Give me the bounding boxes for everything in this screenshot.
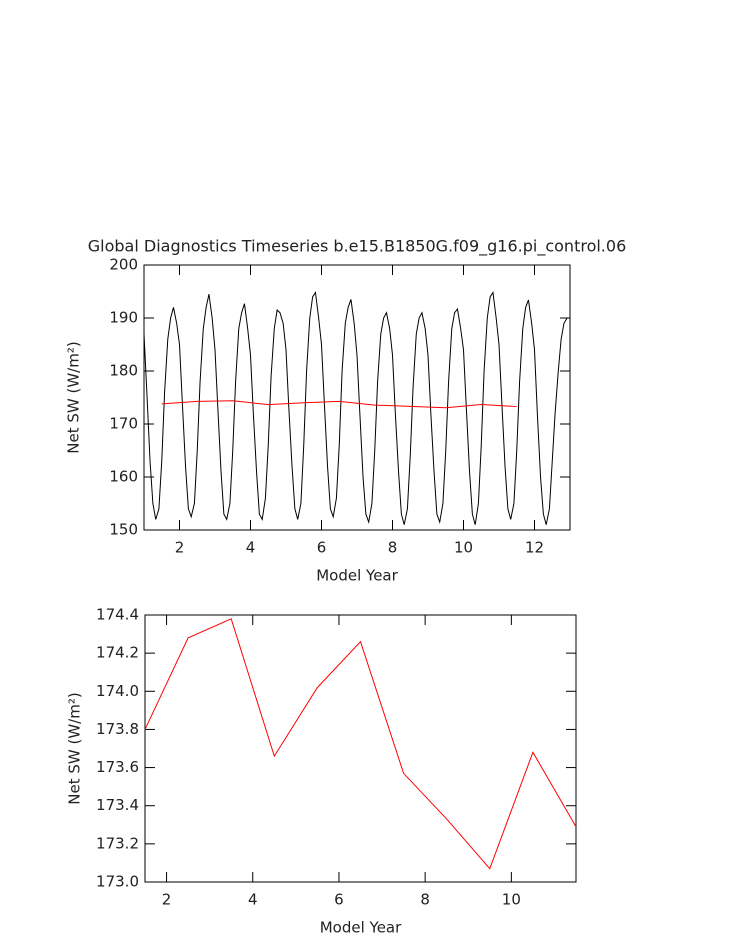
y-tick-label: 173.6 [96, 758, 139, 776]
chart-title: Global Diagnostics Timeseries b.e15.B185… [88, 237, 627, 257]
y-tick-label: 190 [109, 309, 138, 327]
plot-frame [143, 264, 571, 531]
x-axis-label: Model Year [316, 567, 398, 585]
x-tick-label: 2 [162, 891, 172, 909]
x-tick-label: 6 [317, 539, 327, 557]
series-line [144, 618, 577, 870]
y-tick-label: 173.4 [96, 796, 139, 814]
y-tick-label: 160 [109, 468, 138, 486]
x-tick-label: 10 [454, 539, 473, 557]
x-tick-label: 4 [248, 891, 258, 909]
x-tick-label: 12 [525, 539, 544, 557]
x-tick-label: 8 [388, 539, 398, 557]
y-tick-label: 174.0 [96, 682, 139, 700]
series-line [143, 291, 568, 525]
y-tick-label: 174.4 [96, 606, 139, 624]
x-tick-label: 10 [502, 891, 521, 909]
y-tick-label: 173.2 [96, 834, 139, 852]
x-tick-label: 2 [175, 539, 185, 557]
y-tick-label: 180 [109, 362, 138, 380]
y-tick-label: 200 [109, 256, 138, 274]
plot-frame [144, 614, 577, 883]
x-tick-label: 8 [420, 891, 430, 909]
x-axis-label: Model Year [320, 919, 402, 937]
series-line [161, 400, 517, 409]
y-tick-label: 173.8 [96, 720, 139, 738]
y-tick-label: 170 [109, 415, 138, 433]
x-tick-label: 4 [246, 539, 256, 557]
y-tick-label: 174.2 [96, 644, 139, 662]
y-axis-label: Net SW (W/m²) [65, 341, 83, 453]
y-tick-label: 173.0 [96, 873, 139, 891]
y-axis-label: Net SW (W/m²) [66, 692, 84, 804]
x-tick-label: 6 [334, 891, 344, 909]
y-tick-label: 150 [109, 521, 138, 539]
